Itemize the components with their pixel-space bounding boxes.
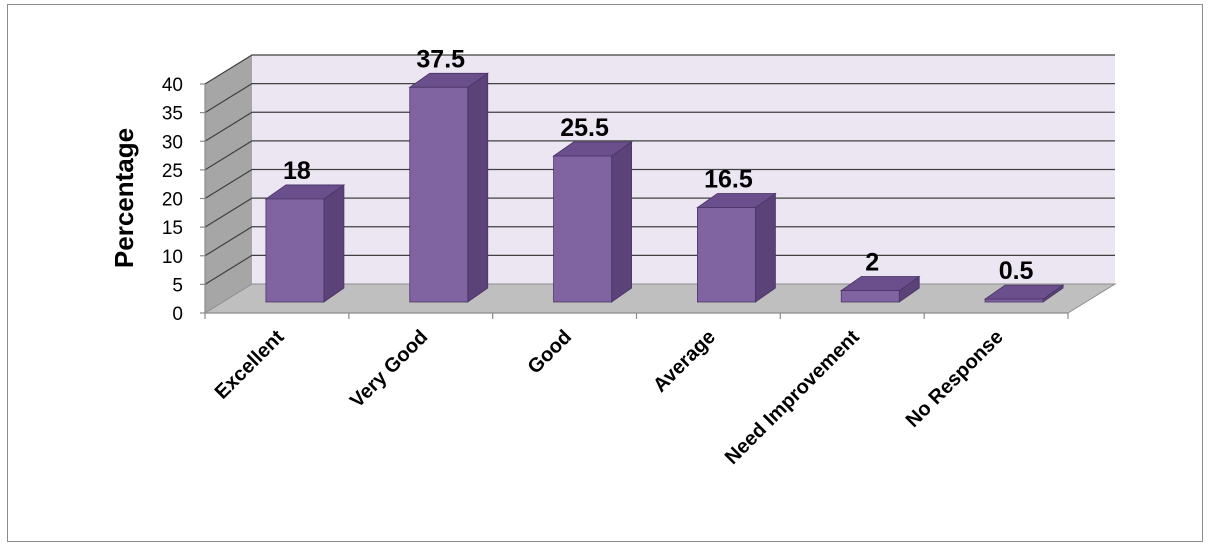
gridline [204, 226, 1115, 257]
y-tick-label: 5 [172, 275, 183, 296]
gridline [204, 197, 1115, 228]
bar-side [755, 192, 776, 303]
gridlines [204, 54, 1117, 314]
bar-front [409, 86, 469, 303]
axes [200, 83, 1069, 319]
data-label: 0.5 [999, 257, 1034, 285]
floor-edge [204, 283, 1117, 314]
bar-very-good [408, 72, 490, 303]
gridline [204, 254, 1115, 285]
gridline [204, 168, 1115, 200]
bar-front [553, 155, 612, 303]
y-tick-label: 10 [162, 247, 183, 268]
y-tick-label: 15 [162, 218, 183, 239]
category-label: Need Improvement [721, 326, 864, 469]
bar-side [467, 72, 489, 303]
data-label: 37.5 [416, 45, 465, 73]
bar-need-improvement [839, 275, 921, 303]
gridline [204, 54, 1115, 85]
category-label: Excellent [211, 326, 289, 404]
bar-front [984, 298, 1044, 303]
bar-side [611, 141, 632, 303]
data-label: 16.5 [704, 166, 753, 194]
bar-average [696, 192, 777, 303]
data-label: 25.5 [560, 114, 609, 142]
y-tick-label: 35 [162, 104, 183, 125]
category-label: Very Good [346, 326, 432, 412]
y-tick-label: 30 [162, 132, 183, 153]
y-tick-label: 20 [162, 190, 183, 211]
category-label: Average [649, 326, 720, 397]
bar-front [265, 198, 325, 303]
bar-side [323, 184, 345, 303]
bar-good [552, 141, 633, 303]
bar-front [697, 207, 756, 303]
bar-front [840, 290, 900, 303]
gridline [204, 83, 1115, 114]
category-label: No Response [902, 326, 1008, 432]
bar-excellent [264, 184, 346, 303]
data-label: 18 [283, 157, 311, 185]
bar-no-response [983, 284, 1065, 303]
y-axis-title: Percentage [109, 128, 139, 268]
data-labels: 18 37.5 25.5 16.5 2 0.5 [283, 45, 1034, 285]
gridline [204, 140, 1115, 171]
category-labels: Excellent Very Good Good Average Need Improv… [211, 326, 1008, 469]
y-tick-label: 25 [162, 161, 183, 182]
data-label: 2 [865, 249, 879, 277]
category-label: Good [524, 326, 576, 378]
y-tick-label: 40 [162, 75, 183, 96]
y-tick-label: 0 [172, 304, 183, 325]
y-tick-labels: 0 5 10 15 20 25 30 35 40 [162, 75, 183, 325]
gridline [204, 111, 1115, 142]
bars [264, 72, 1065, 303]
